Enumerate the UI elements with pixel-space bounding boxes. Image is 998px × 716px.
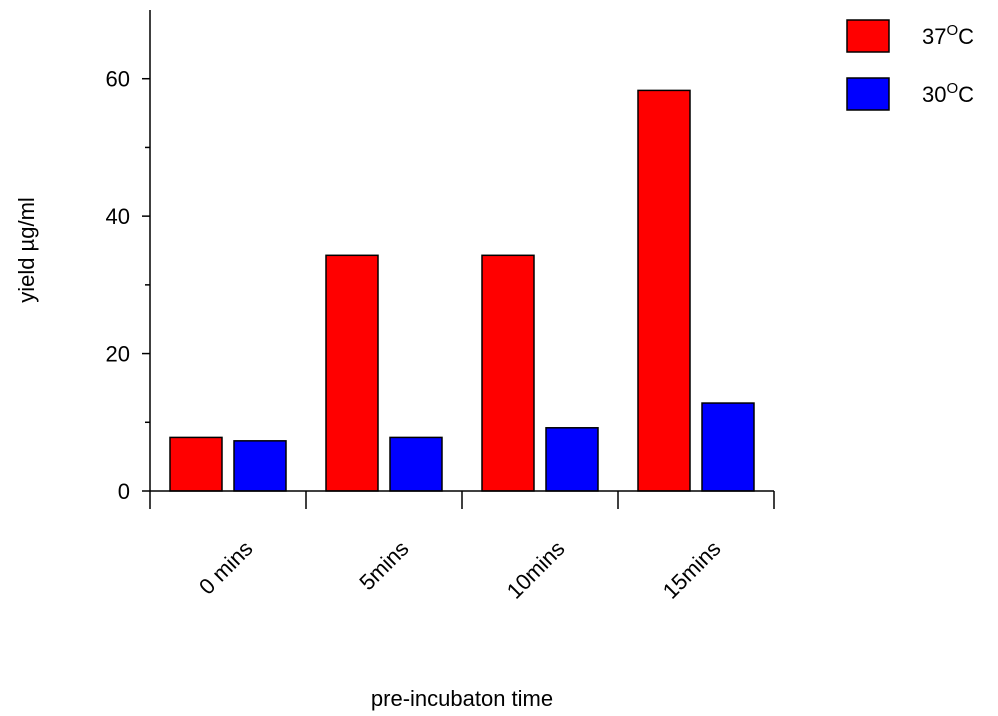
bar-series-0-10mins xyxy=(481,254,535,492)
legend-label: 37OC xyxy=(922,22,974,49)
legend-unit: C xyxy=(958,24,974,49)
y-ticks-group: 0 20 40 60 xyxy=(106,67,150,504)
bar-series-0-5mins xyxy=(325,254,379,492)
legend-unit: C xyxy=(958,82,974,107)
bar-series-0-15mins xyxy=(637,89,691,492)
legend-degree-superscript: O xyxy=(946,22,958,39)
bar-series-0-0mins xyxy=(169,436,223,492)
y-tick-label: 20 xyxy=(106,342,130,367)
x-tick-label: 10mins xyxy=(502,536,570,604)
bar-series-1-15mins xyxy=(701,402,755,492)
legend-swatch xyxy=(846,19,890,53)
legend-label: 30OC xyxy=(922,80,974,107)
x-tick-label: 0 mins xyxy=(194,536,257,599)
bars-group xyxy=(169,89,755,492)
bar-series-1-5mins xyxy=(389,436,443,492)
legend-series-name: 37 xyxy=(922,24,946,49)
legend-series-name: 30 xyxy=(922,82,946,107)
y-tick-label: 60 xyxy=(106,67,130,92)
x-tick-label: 5mins xyxy=(354,536,413,595)
legend-swatch xyxy=(846,77,890,111)
y-tick-label: 40 xyxy=(106,204,130,229)
bar-series-1-0mins xyxy=(233,440,287,492)
x-axis-label: pre-incubaton time xyxy=(371,686,553,711)
y-axis-label: yield µg/ml xyxy=(14,197,39,303)
bar-series-1-10mins xyxy=(545,427,599,492)
x-ticks-group: 0 mins 5mins 10mins 15mins xyxy=(149,491,775,604)
y-tick-label: 0 xyxy=(118,479,130,504)
x-tick-label: 15mins xyxy=(658,536,726,604)
legend-degree-superscript: O xyxy=(946,80,958,97)
